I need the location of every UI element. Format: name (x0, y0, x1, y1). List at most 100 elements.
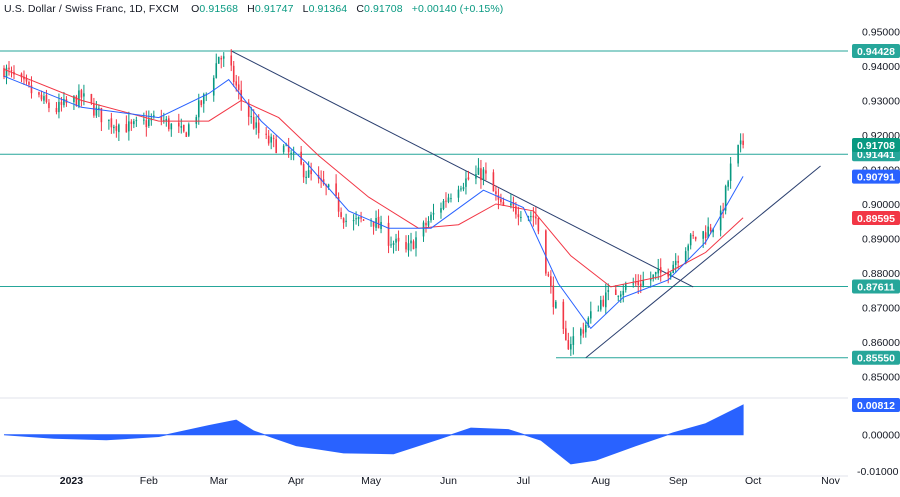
candle-body (257, 122, 260, 134)
candle-body (377, 216, 380, 229)
candle-body (585, 324, 587, 333)
candle-body (250, 116, 253, 118)
candle-body (200, 100, 203, 106)
candle-body (23, 76, 25, 80)
candle-body (217, 56, 220, 64)
candle-body (197, 100, 200, 118)
candle-body (555, 301, 557, 309)
candle-body (432, 212, 435, 215)
candle-body (689, 234, 692, 246)
candle-body (182, 124, 185, 132)
candle-body (8, 67, 10, 70)
candle-body (78, 90, 80, 107)
candle-body (58, 101, 60, 113)
candle-body (310, 170, 312, 175)
candle-body (180, 126, 183, 128)
level-price-tag-box (852, 44, 900, 59)
candle-body (719, 210, 722, 231)
level-price-tag-label: 0.87611 (857, 282, 895, 294)
trendlines (231, 50, 821, 359)
candle-body (148, 119, 150, 127)
candle-body (422, 222, 425, 237)
candle-body (285, 144, 287, 146)
candle-body (547, 274, 550, 276)
candle-body (702, 231, 704, 239)
candle-body (517, 214, 520, 218)
high-value: 0.91747 (254, 3, 294, 15)
oscillator-last-tag-box (852, 398, 900, 413)
candle-body (405, 242, 407, 250)
candle-body (335, 183, 337, 196)
candle-body (412, 241, 415, 250)
open-value: 0.91568 (199, 3, 239, 15)
candle-body (580, 328, 582, 336)
candle-body (677, 261, 680, 263)
candle-body (604, 292, 607, 308)
candle-body (497, 195, 500, 200)
time-axis[interactable]: 2023 Feb Mar Apr May Jun Jul Aug Sep Oct Nov (60, 475, 841, 487)
candle-body (372, 221, 375, 227)
candle-body (342, 218, 345, 223)
candle-body (614, 289, 617, 296)
candle-body (43, 96, 45, 101)
candle-body (460, 188, 462, 190)
candle-body (170, 123, 173, 130)
candle-body (100, 107, 103, 123)
candle-body (392, 243, 395, 245)
candle-body (495, 191, 497, 194)
candle-body (290, 152, 292, 154)
oscillator-area (3, 404, 744, 465)
candle-body (232, 65, 235, 82)
candle-body (45, 94, 48, 102)
candle-body (659, 267, 662, 273)
candle-body (93, 103, 95, 116)
candle-body (55, 107, 58, 113)
candle-body (704, 232, 707, 239)
candle-body (118, 124, 120, 133)
candle-body (415, 237, 417, 249)
candle-body (63, 98, 65, 106)
candle-body (235, 81, 238, 86)
candle-body (255, 122, 258, 128)
change-value: +0.00140 (+0.15%) (411, 3, 504, 15)
candle-body (80, 90, 83, 98)
candle-body (502, 201, 505, 206)
candle-body (619, 294, 622, 297)
candle-body (113, 126, 115, 129)
candle-body (410, 240, 412, 244)
candle-body (442, 201, 445, 210)
candle-body (480, 168, 482, 181)
low-value: 0.91364 (308, 3, 348, 15)
oscillator-last-tag-label: 0.00812 (857, 400, 895, 412)
level-price-tag-label: 0.91441 (857, 149, 895, 161)
candle-body (729, 163, 732, 181)
time-tick-label: May (361, 475, 382, 487)
candle-body (185, 132, 188, 137)
time-tick-label: Apr (288, 475, 305, 487)
candle-body (40, 94, 43, 100)
candle-body (712, 229, 714, 233)
candle-body (669, 272, 672, 277)
symbol-title[interactable]: U.S. Dollar / Swiss Franc, 1D, FXCM (4, 3, 180, 15)
price-tick-label: 0.94000 (862, 61, 900, 73)
candle-body (287, 145, 290, 153)
price-tags: 0.94428 0.91441 0.87611 0.85550 0.91708 0.907… (852, 44, 900, 413)
price-tick-label: 0.90000 (862, 199, 900, 211)
candle-body (572, 336, 575, 345)
candle-body (562, 301, 565, 329)
candle-body (187, 124, 190, 136)
level-price-tag-label: 0.94428 (857, 46, 895, 58)
candle-body (168, 118, 170, 130)
candle-body (153, 115, 155, 117)
candle-body (440, 208, 442, 213)
candle-body (177, 122, 180, 127)
time-tick-label: Mar (210, 475, 229, 487)
high-label: H (247, 3, 255, 15)
candle-body (397, 237, 400, 242)
price-axis[interactable]: 0.950000.940000.930000.920000.910000.900… (857, 26, 900, 478)
price-tick-label: 0.95000 (862, 26, 900, 38)
candle-body (108, 119, 110, 122)
price-tick-label: 0.87000 (862, 303, 900, 315)
